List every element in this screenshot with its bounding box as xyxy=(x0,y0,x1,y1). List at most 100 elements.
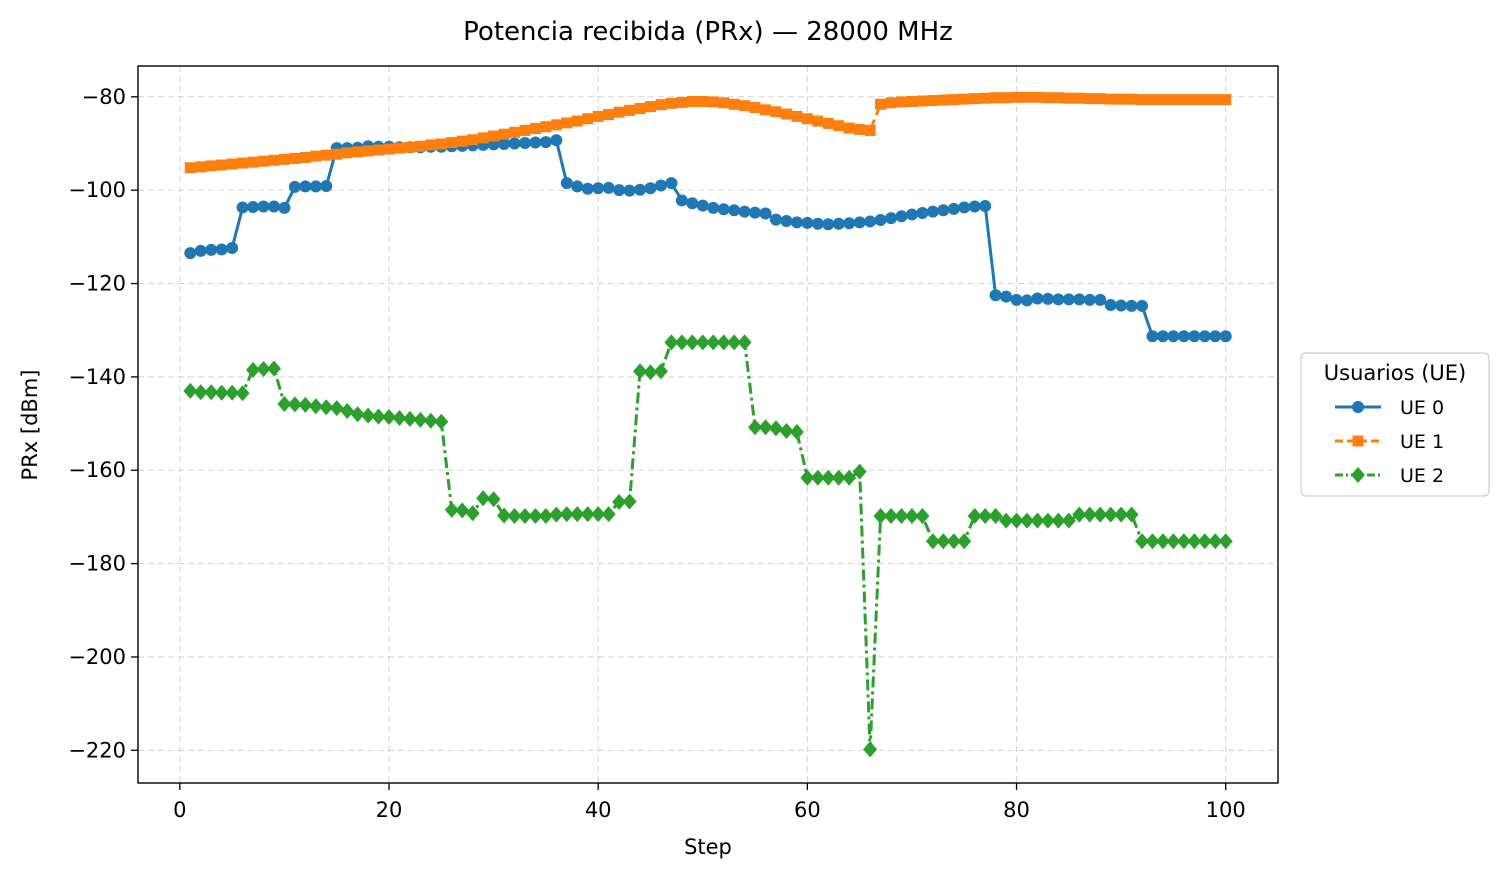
data-point-ue-0 xyxy=(257,200,270,213)
data-point-ue-2 xyxy=(413,411,428,428)
data-point-ue-2 xyxy=(287,396,302,413)
data-point-ue-2 xyxy=(497,507,512,524)
data-point-ue-2 xyxy=(946,533,961,550)
data-point-ue-2 xyxy=(591,506,606,523)
data-point-ue-1 xyxy=(990,92,1002,104)
data-point-ue-1 xyxy=(1126,93,1138,105)
data-point-ue-0 xyxy=(947,202,960,215)
data-point-ue-2 xyxy=(1103,506,1118,523)
data-point-ue-1 xyxy=(1209,94,1221,106)
data-point-ue-1 xyxy=(383,143,395,155)
data-point-ue-2 xyxy=(1019,512,1034,529)
data-point-ue-0 xyxy=(1062,293,1075,306)
data-point-ue-1 xyxy=(498,128,510,140)
data-point-ue-0 xyxy=(665,177,678,190)
data-point-ue-1 xyxy=(1146,94,1158,106)
data-point-ue-1 xyxy=(352,146,364,158)
data-point-ue-2 xyxy=(183,382,198,399)
data-point-ue-2 xyxy=(538,507,553,524)
data-point-ue-1 xyxy=(613,106,625,118)
data-point-ue-2 xyxy=(1208,533,1223,550)
data-point-ue-1 xyxy=(1220,94,1232,106)
data-point-ue-1 xyxy=(540,121,552,133)
data-point-ue-0 xyxy=(1083,293,1096,306)
data-point-ue-0 xyxy=(1125,299,1138,312)
y-tick-label: −120 xyxy=(68,272,126,296)
data-point-ue-1 xyxy=(435,138,447,150)
legend-label: UE 1 xyxy=(1400,431,1444,453)
data-point-ue-1 xyxy=(205,160,217,172)
data-point-ue-1 xyxy=(571,115,583,127)
data-point-ue-2 xyxy=(214,384,229,401)
data-point-ue-2 xyxy=(643,364,658,381)
data-point-ue-1 xyxy=(634,102,646,114)
data-point-ue-1 xyxy=(467,134,479,146)
y-tick-label: −160 xyxy=(68,458,126,482)
legend-label: UE 0 xyxy=(1400,397,1444,419)
data-point-ue-0 xyxy=(728,204,741,217)
data-point-ue-1 xyxy=(184,162,196,174)
data-point-ue-0 xyxy=(320,179,333,192)
data-point-ue-0 xyxy=(905,208,918,221)
data-point-ue-1 xyxy=(927,95,939,107)
data-point-ue-1 xyxy=(1094,93,1106,105)
data-point-ue-1 xyxy=(749,102,761,114)
x-tick-label: 60 xyxy=(794,798,821,822)
data-point-ue-1 xyxy=(624,104,636,116)
data-point-ue-2 xyxy=(988,507,1003,524)
y-tick-label: −180 xyxy=(68,552,126,576)
data-point-ue-1 xyxy=(1157,94,1169,106)
series-ue-2 xyxy=(183,334,1233,758)
y-tick-label: −80 xyxy=(82,85,126,109)
y-tick-label: −200 xyxy=(68,645,126,669)
data-point-ue-0 xyxy=(885,212,898,225)
plot-frame xyxy=(137,65,1279,784)
data-point-ue-0 xyxy=(194,244,207,257)
data-point-ue-1 xyxy=(299,151,311,163)
data-point-ue-0 xyxy=(539,136,552,149)
data-point-ue-2 xyxy=(340,402,355,419)
data-point-ue-1 xyxy=(561,117,573,129)
data-point-ue-2 xyxy=(622,493,637,510)
data-point-ue-2 xyxy=(225,384,240,401)
data-point-ue-1 xyxy=(289,152,301,164)
data-point-ue-2 xyxy=(1072,506,1087,523)
data-point-ue-1 xyxy=(226,158,238,170)
data-point-ue-0 xyxy=(581,182,594,195)
data-point-ue-0 xyxy=(1146,330,1159,343)
x-tick-label: 100 xyxy=(1206,798,1246,822)
data-point-ue-0 xyxy=(550,134,563,147)
data-point-ue-0 xyxy=(895,210,908,223)
data-point-ue-1 xyxy=(770,106,782,118)
y-tick-label: −140 xyxy=(68,365,126,389)
data-point-ue-2 xyxy=(936,533,951,550)
data-point-ue-0 xyxy=(1094,293,1107,306)
data-point-ue-1 xyxy=(1031,91,1043,103)
data-point-ue-0 xyxy=(1031,292,1044,305)
y-tick-label: −220 xyxy=(68,738,126,762)
y-axis-label: PRx [dBm] xyxy=(18,370,42,481)
data-point-ue-0 xyxy=(968,200,981,213)
data-point-ue-2 xyxy=(434,413,449,430)
data-point-ue-1 xyxy=(456,135,468,147)
data-point-ue-0 xyxy=(769,213,782,226)
data-point-ue-0 xyxy=(738,205,751,218)
data-point-ue-2 xyxy=(1051,512,1066,529)
data-point-ue-1 xyxy=(718,97,730,109)
data-point-ue-2 xyxy=(1040,512,1055,529)
legend-swatch-marker xyxy=(1352,435,1364,447)
data-point-ue-2 xyxy=(894,507,909,524)
data-point-ue-1 xyxy=(258,155,270,167)
data-point-ue-1 xyxy=(331,148,343,160)
data-point-ue-1 xyxy=(1188,94,1200,106)
data-point-ue-0 xyxy=(644,182,657,195)
data-point-ue-1 xyxy=(697,95,709,107)
data-point-ue-2 xyxy=(549,506,564,523)
data-point-ue-2 xyxy=(193,384,208,401)
data-point-ue-1 xyxy=(655,99,667,111)
data-point-ue-0 xyxy=(937,204,950,217)
data-point-ue-0 xyxy=(1167,330,1180,343)
data-point-ue-2 xyxy=(486,491,501,508)
legend-entry-ue-1: UE 1 xyxy=(1335,431,1444,453)
data-point-ue-1 xyxy=(707,96,719,108)
